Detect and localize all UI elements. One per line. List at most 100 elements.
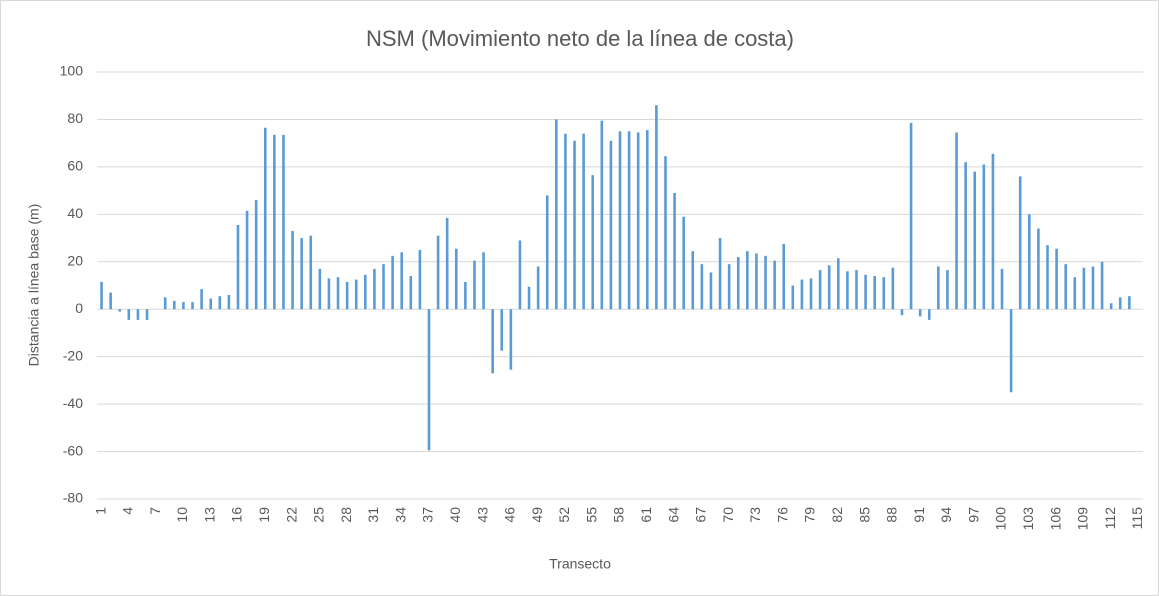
x-tick-label: 100 [993, 507, 1009, 531]
y-tick-label: 20 [67, 252, 83, 268]
bar [573, 140, 576, 310]
bar [982, 164, 986, 310]
x-tick-label: 73 [747, 507, 763, 523]
bar [1100, 261, 1104, 310]
y-tick-label: 60 [67, 158, 83, 174]
bar [755, 253, 758, 310]
bar [609, 140, 613, 310]
bar [600, 120, 604, 310]
x-tick-label: 49 [529, 507, 545, 523]
bar [700, 264, 704, 310]
bar [391, 255, 394, 310]
x-tick-label: 16 [229, 507, 245, 523]
bar [282, 134, 285, 310]
bar [345, 281, 349, 310]
y-tick-label: -80 [63, 490, 83, 506]
bar [418, 249, 422, 310]
bar [400, 252, 404, 310]
x-tick-label: 13 [201, 507, 217, 523]
x-tick-label: 97 [965, 507, 981, 523]
x-tick-label: 19 [256, 507, 272, 523]
x-tick-label: 76 [774, 507, 790, 523]
y-tick-label: -40 [63, 395, 83, 411]
bar [709, 272, 713, 310]
x-tick-label: 58 [611, 507, 627, 523]
bar [364, 274, 367, 310]
x-tick-label: 40 [447, 507, 463, 523]
bar [173, 300, 176, 310]
bar [973, 171, 977, 310]
x-tick-label: 25 [311, 507, 327, 523]
bar [727, 264, 731, 310]
bar [300, 238, 303, 310]
bar [955, 132, 958, 310]
bar [382, 264, 385, 310]
bar [1118, 297, 1122, 310]
y-tick-label: 100 [60, 63, 84, 79]
bar [1109, 303, 1113, 310]
bar [673, 192, 676, 310]
bar [1028, 214, 1031, 310]
bar [227, 294, 231, 310]
bar [1018, 176, 1022, 310]
bar [136, 309, 140, 320]
bar [527, 286, 531, 310]
bar [618, 131, 622, 310]
bar [191, 302, 194, 310]
bar [1091, 266, 1095, 310]
bar [327, 278, 331, 310]
y-tick-label: 0 [75, 300, 83, 316]
y-tick-label: -60 [63, 442, 83, 458]
bar [937, 266, 940, 310]
bar [1009, 309, 1013, 393]
bar [127, 309, 131, 320]
bar [291, 230, 294, 310]
bar [1046, 245, 1049, 310]
x-tick-label: 28 [338, 507, 354, 523]
bar [764, 255, 767, 310]
x-tick-label: 94 [938, 507, 954, 523]
bar [491, 309, 494, 374]
x-tick-label: 112 [1102, 507, 1118, 530]
x-tick-label: 43 [474, 507, 490, 523]
bar [409, 276, 413, 310]
bar [436, 235, 440, 310]
bar [882, 277, 886, 310]
bar [918, 309, 922, 317]
bar [182, 302, 185, 310]
bar [891, 267, 895, 310]
bar [1073, 277, 1077, 310]
x-tick-label: 115 [1129, 507, 1145, 530]
x-tick-label: 34 [392, 507, 408, 523]
bar [1000, 268, 1004, 310]
bar [509, 309, 513, 370]
bar [864, 274, 867, 310]
bar [1037, 228, 1040, 310]
x-tick-label: 4 [120, 507, 136, 515]
bar [454, 248, 458, 310]
bar [873, 276, 876, 310]
x-tick-label: 103 [1020, 507, 1036, 531]
bar [591, 175, 595, 310]
bar [773, 260, 776, 310]
bar [636, 132, 640, 310]
x-tick-label: 31 [365, 507, 381, 523]
bar [445, 217, 449, 310]
x-tick-label: 85 [856, 507, 872, 523]
bar [263, 127, 267, 310]
bar [273, 134, 276, 310]
bar [318, 268, 322, 310]
x-tick-label: 22 [283, 507, 299, 523]
bar [782, 243, 786, 310]
x-tick-label: 7 [147, 507, 163, 515]
x-tick-label: 88 [884, 507, 900, 523]
bar [163, 297, 167, 310]
bar [627, 131, 631, 310]
bar [464, 281, 467, 310]
bar [909, 123, 913, 310]
bar [336, 277, 340, 310]
y-tick-label: 40 [67, 205, 83, 221]
bar [691, 251, 695, 310]
bar [500, 309, 504, 351]
